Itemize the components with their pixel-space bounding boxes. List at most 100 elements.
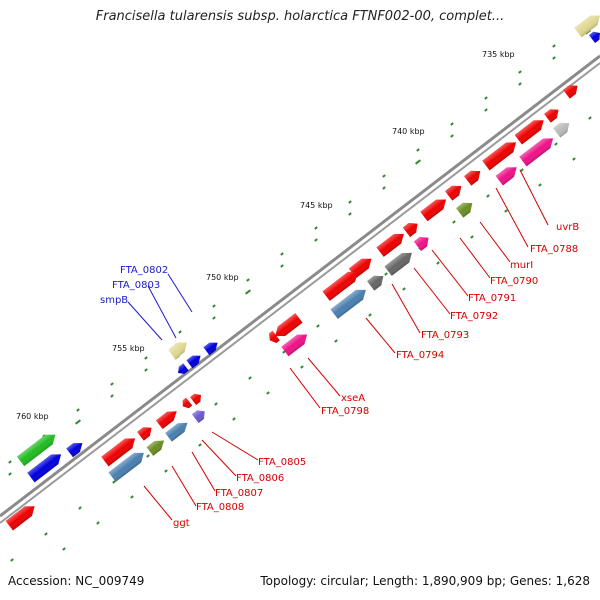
gene-arrow[interactable] xyxy=(266,330,280,345)
tick-mark xyxy=(382,174,386,178)
gene-arrow[interactable] xyxy=(563,81,581,99)
gene-arrow[interactable] xyxy=(168,344,183,360)
gene-arrow[interactable] xyxy=(165,418,191,442)
gene-label-fta-0788[interactable]: FTA_0788 xyxy=(530,244,578,255)
gene-arrow[interactable] xyxy=(413,233,432,252)
gene-label-muri[interactable]: murI xyxy=(510,260,533,271)
gene-label-ggt[interactable]: ggt xyxy=(173,518,190,529)
gene-arrow[interactable] xyxy=(544,105,562,123)
gene-label-fta-0791[interactable]: FTA_0791 xyxy=(468,293,516,304)
gene-arrow[interactable] xyxy=(514,115,548,145)
gene-arrow[interactable] xyxy=(101,434,138,467)
tick-mark xyxy=(212,316,216,320)
gene-arrow-shading xyxy=(456,202,473,218)
gene-features xyxy=(5,11,600,531)
gene-arrow-shading xyxy=(495,167,517,186)
tick-mark xyxy=(112,480,116,484)
gene-arrow[interactable] xyxy=(137,423,155,441)
gene-arrow[interactable] xyxy=(574,11,600,38)
gene-arrow-shading xyxy=(16,434,56,467)
gene-arrow[interactable] xyxy=(376,229,407,257)
tick-mark xyxy=(384,272,388,276)
gene-arrow-shading xyxy=(5,506,35,531)
gene-label-fta-0802[interactable]: FTA_0802 xyxy=(120,265,168,276)
gene-label-xsea[interactable]: xseA xyxy=(341,393,365,404)
gene-label-fta-0792[interactable]: FTA_0792 xyxy=(450,311,498,322)
gene-arrow[interactable] xyxy=(281,330,311,357)
gene-arrow[interactable] xyxy=(180,397,193,411)
gene-arrow[interactable] xyxy=(456,198,476,218)
tick-mark xyxy=(75,419,81,425)
gene-arrow[interactable] xyxy=(146,436,168,456)
tick-label: 750 kbp xyxy=(206,273,239,282)
gene-label-smpb[interactable]: smpB xyxy=(100,295,128,306)
gene-arrow-shading xyxy=(189,393,201,406)
tick-mark xyxy=(402,287,406,291)
gene-arrow-shading xyxy=(420,199,447,222)
tick-mark xyxy=(146,454,150,458)
gene-label-fta-0805[interactable]: FTA_0805 xyxy=(258,457,306,468)
gene-arrow[interactable] xyxy=(445,181,465,201)
gene-arrow-shading xyxy=(588,31,600,44)
gene-label-fta-0794[interactable]: FTA_0794 xyxy=(396,350,444,361)
tick-mark xyxy=(518,82,522,86)
gene-arrow[interactable] xyxy=(191,407,208,424)
leader-line xyxy=(479,221,511,263)
gene-arrow[interactable] xyxy=(189,391,204,406)
gene-arrow-shading xyxy=(137,427,152,441)
accession-text: Accession: NC_009749 xyxy=(8,574,145,588)
gene-arrow[interactable] xyxy=(16,430,59,467)
backbone-line xyxy=(0,62,600,524)
gene-arrow[interactable] xyxy=(155,407,180,430)
gene-arrow-shading xyxy=(322,271,358,301)
tick-mark xyxy=(316,324,320,328)
tick-mark xyxy=(8,460,12,464)
gene-label-fta-0808[interactable]: FTA_0808 xyxy=(196,502,244,513)
gene-arrow[interactable] xyxy=(367,271,387,291)
tick-mark xyxy=(212,304,216,308)
tick-mark xyxy=(450,122,454,126)
gene-arrow[interactable] xyxy=(175,363,189,376)
gene-arrow[interactable] xyxy=(322,267,361,301)
tick-mark xyxy=(232,417,236,421)
gene-arrow[interactable] xyxy=(402,219,421,238)
gene-arrow[interactable] xyxy=(464,166,484,186)
gene-arrow-shading xyxy=(376,233,404,257)
gene-arrow[interactable] xyxy=(553,118,573,138)
gene-arrow[interactable] xyxy=(27,450,64,483)
tick-mark xyxy=(144,356,148,360)
gene-arrow[interactable] xyxy=(203,339,220,356)
gene-arrow[interactable] xyxy=(5,501,39,531)
leader-line xyxy=(495,187,529,248)
leader-line xyxy=(413,267,451,315)
gene-label-uvrb[interactable]: uvrB xyxy=(556,222,579,233)
gene-arrow[interactable] xyxy=(66,439,85,458)
tick-mark xyxy=(348,200,352,204)
gene-label-fta-0803[interactable]: FTA_0803 xyxy=(112,280,160,291)
gene-arrow-shading xyxy=(165,422,188,442)
gene-arrow-shading xyxy=(101,438,136,467)
gene-label-fta-0806[interactable]: FTA_0806 xyxy=(236,473,284,484)
gene-arrow[interactable] xyxy=(384,248,415,276)
gene-arrow[interactable] xyxy=(420,195,450,222)
gene-label-fta-0798[interactable]: FTA_0798 xyxy=(321,406,369,417)
gene-arrow[interactable] xyxy=(482,138,519,171)
gene-label-fta-0790[interactable]: FTA_0790 xyxy=(490,276,538,287)
gene-arrow[interactable] xyxy=(108,448,147,482)
gene-arrow[interactable] xyxy=(495,163,521,186)
tick-mark xyxy=(164,469,168,473)
gene-arrow[interactable] xyxy=(186,352,203,369)
gene-arrow-shading xyxy=(482,142,517,171)
tick-mark xyxy=(415,159,421,165)
gene-arrow[interactable] xyxy=(519,134,556,167)
genome-stats-text: Topology: circular; Length: 1,890,909 bp… xyxy=(260,574,590,588)
tick-mark xyxy=(368,313,372,317)
gene-label-fta-0793[interactable]: FTA_0793 xyxy=(421,330,469,341)
gene-arrow[interactable] xyxy=(271,313,303,341)
gene-arrow[interactable] xyxy=(330,285,369,319)
tick-mark xyxy=(314,238,318,242)
tick-dots xyxy=(8,18,592,562)
gene-label-fta-0807[interactable]: FTA_0807 xyxy=(215,488,263,499)
gene-arrow[interactable] xyxy=(588,29,600,44)
